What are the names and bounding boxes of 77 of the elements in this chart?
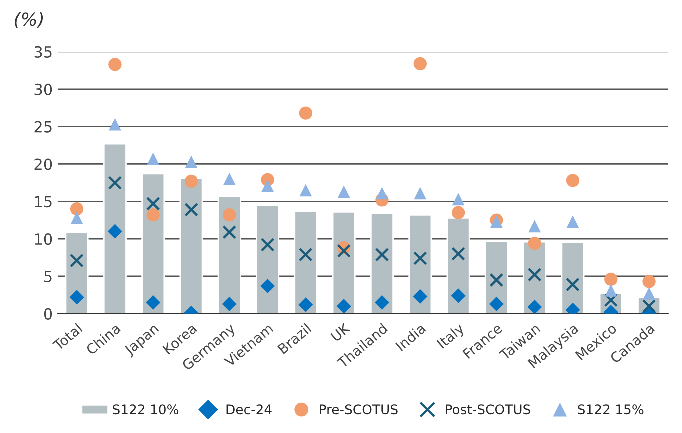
y-tick-label: 0 <box>44 308 52 320</box>
point <box>260 278 276 294</box>
point <box>70 202 84 216</box>
bar <box>103 143 127 314</box>
bar <box>408 214 432 314</box>
point <box>413 289 428 304</box>
point <box>642 275 656 288</box>
point <box>414 187 427 200</box>
y-tick-label: 30 <box>34 84 52 96</box>
point <box>299 106 313 120</box>
point <box>146 295 161 310</box>
y-tick-label: 20 <box>34 158 52 170</box>
point <box>336 299 352 314</box>
point <box>643 288 656 300</box>
point <box>566 174 580 188</box>
point <box>451 288 466 304</box>
y-tick-label: 25 <box>34 121 52 133</box>
point <box>184 202 198 217</box>
point <box>298 298 314 312</box>
point <box>528 220 542 233</box>
legend-label: S122 10% <box>113 404 179 415</box>
point <box>108 176 122 190</box>
point <box>260 238 275 252</box>
point <box>490 273 504 288</box>
point <box>528 300 542 314</box>
legend-label: S122 15% <box>578 404 644 415</box>
bar <box>180 178 204 314</box>
bar <box>294 210 318 314</box>
point <box>452 193 465 206</box>
point <box>376 187 388 200</box>
point <box>452 206 466 220</box>
point <box>604 272 618 286</box>
y-tick-label: 15 <box>35 196 52 208</box>
point <box>70 254 84 268</box>
point <box>108 118 122 131</box>
point <box>338 186 350 198</box>
bar <box>142 173 166 314</box>
y-tick-label: 5 <box>44 271 52 283</box>
point <box>299 248 313 262</box>
point <box>147 152 160 166</box>
point <box>413 252 428 266</box>
point <box>108 224 122 239</box>
point <box>222 296 237 312</box>
point <box>70 290 84 305</box>
point <box>604 284 618 297</box>
bar <box>256 204 280 314</box>
point <box>489 296 504 312</box>
legend-label: Dec-24 <box>226 404 272 415</box>
point <box>223 172 236 186</box>
point <box>337 244 352 258</box>
point <box>414 57 427 71</box>
point <box>185 156 198 168</box>
point <box>566 216 580 228</box>
point <box>452 247 466 261</box>
y-tick-label: 35 <box>34 46 52 58</box>
point <box>222 225 237 240</box>
point <box>146 196 160 211</box>
legend-label: Pre-SCOTUS <box>320 404 398 415</box>
bar <box>446 217 470 314</box>
bar <box>65 232 89 314</box>
point <box>70 212 84 224</box>
point <box>108 58 122 72</box>
legend-label: Post-SCOTUS <box>446 404 530 415</box>
point <box>262 180 274 192</box>
point <box>528 268 542 282</box>
bar <box>370 212 394 314</box>
bar <box>561 242 585 314</box>
point <box>300 184 312 197</box>
y-tick-label: 10 <box>35 234 52 246</box>
point <box>528 236 542 250</box>
point <box>184 174 198 188</box>
point <box>146 208 160 222</box>
point <box>566 278 580 292</box>
point <box>374 295 390 310</box>
y-axis-title: (%) <box>15 12 44 28</box>
point <box>223 208 236 222</box>
point <box>375 248 390 262</box>
